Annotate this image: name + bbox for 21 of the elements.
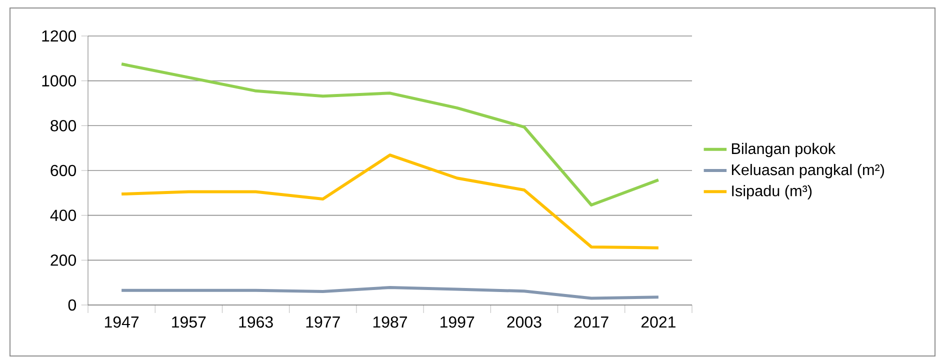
x-tick-label: 1947 — [104, 316, 139, 328]
legend-label: Keluasan pangkal (m²) — [732, 164, 884, 178]
y-tick-label: 600 — [50, 164, 76, 176]
line-series — [120, 62, 660, 207]
x-tick-label: 1977 — [306, 316, 340, 328]
y-tick-label: 800 — [50, 120, 76, 132]
y-tick-label: 200 — [50, 254, 76, 266]
legend-label: Isipadu (m³) — [732, 185, 812, 200]
legend-label: Bilangan pokok — [732, 142, 836, 158]
x-tick-label: 2003 — [507, 316, 542, 328]
x-tick-label: 1963 — [239, 316, 273, 328]
x-tick-label: 2021 — [641, 316, 676, 328]
y-tick-label: 0 — [68, 299, 76, 311]
x-tick-label: 2017 — [574, 316, 608, 328]
x-tick-label: 1957 — [172, 316, 206, 328]
line-series — [120, 154, 660, 250]
x-tick-label: 1987 — [373, 316, 407, 328]
x-tick-label: 1997 — [440, 316, 474, 328]
y-tick-label: 1000 — [42, 75, 76, 86]
y-tick-label: 400 — [50, 210, 76, 221]
y-tick-label: 1200 — [42, 30, 76, 42]
